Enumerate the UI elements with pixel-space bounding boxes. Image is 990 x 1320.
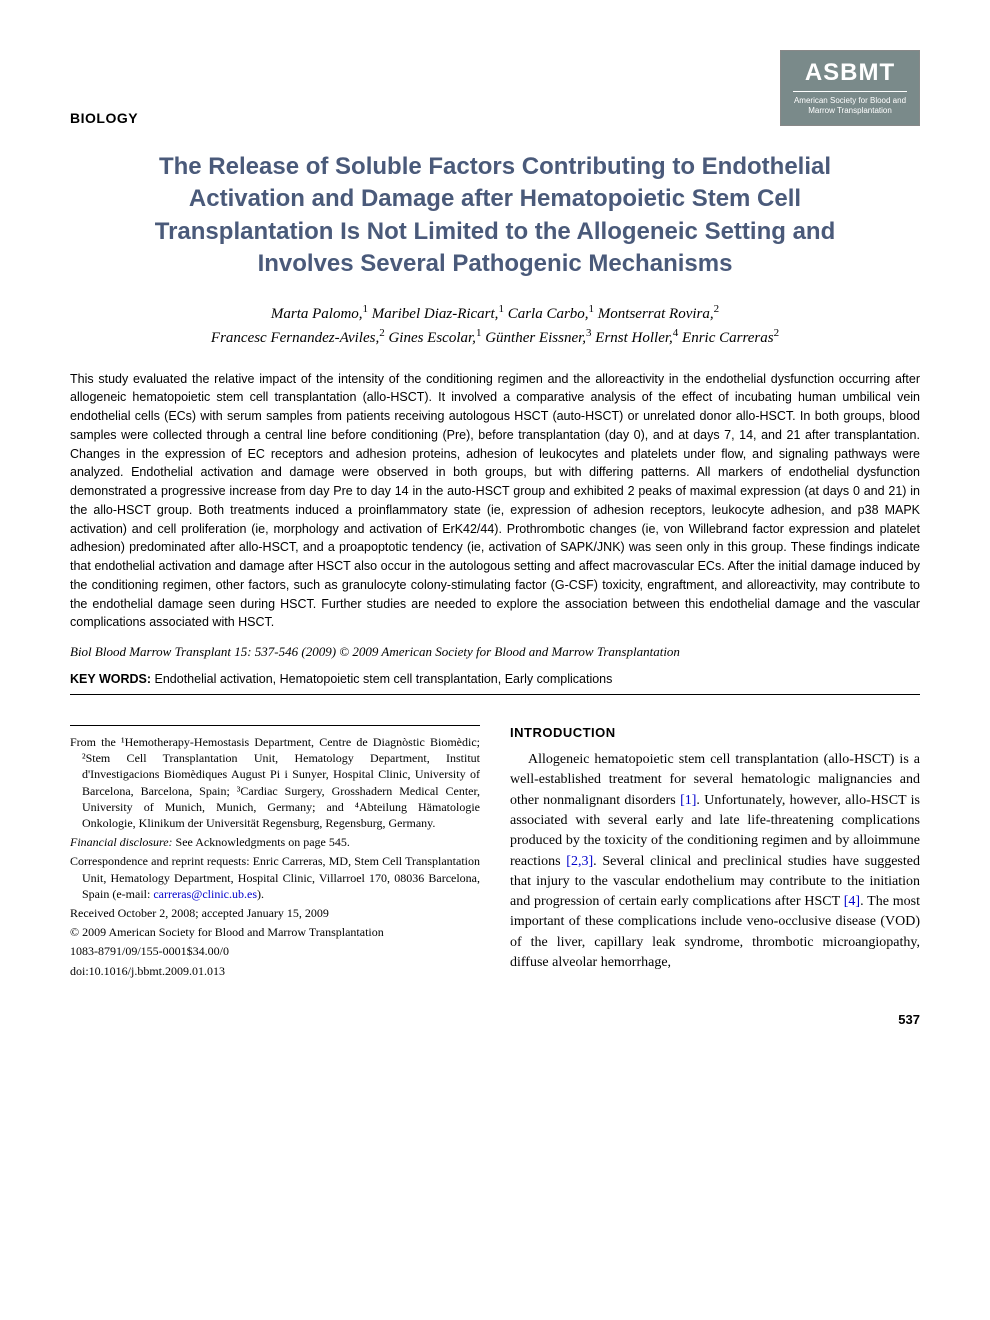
section-label: BIOLOGY: [70, 110, 138, 126]
introduction-heading: INTRODUCTION: [510, 725, 920, 740]
financial-text: See Acknowledgments on page 545.: [173, 835, 350, 849]
keywords-line: KEY WORDS: Endothelial activation, Hemat…: [70, 672, 920, 686]
correspondence-text: Correspondence and reprint requests: Enr…: [70, 854, 480, 900]
received-date: Received October 2, 2008; accepted Janua…: [70, 905, 480, 921]
author-list: Marta Palomo,1 Maribel Diaz-Ricart,1 Car…: [70, 301, 920, 350]
issn-line: 1083-8791/09/155-0001$34.00/0: [70, 943, 480, 959]
logo-subtitle: American Society for Blood and Marrow Tr…: [793, 96, 907, 117]
affiliations-block: From the ¹Hemotherapy-Hemostasis Departm…: [70, 734, 480, 979]
section-divider: [70, 694, 920, 695]
affiliation-from: From the ¹Hemotherapy-Hemostasis Departm…: [70, 734, 480, 831]
copyright-line: © 2009 American Society for Blood and Ma…: [70, 924, 480, 940]
article-title: The Release of Soluble Factors Contribut…: [110, 151, 880, 281]
correspondence-end: ).: [257, 887, 264, 901]
financial-disclosure: Financial disclosure: See Acknowledgment…: [70, 834, 480, 850]
financial-label: Financial disclosure:: [70, 835, 173, 849]
two-column-layout: From the ¹Hemotherapy-Hemostasis Departm…: [70, 725, 920, 982]
correspondence-email[interactable]: carreras@clinic.ub.es: [153, 887, 257, 901]
asbmt-logo: ASBMT American Society for Blood and Mar…: [780, 50, 920, 126]
logo-acronym: ASBMT: [793, 59, 907, 92]
keywords-label: KEY WORDS:: [70, 672, 151, 686]
affiliations-column: From the ¹Hemotherapy-Hemostasis Departm…: [70, 725, 480, 982]
reference-link[interactable]: [2,3]: [566, 854, 593, 869]
page-header: BIOLOGY ASBMT American Society for Blood…: [70, 50, 920, 126]
reference-link[interactable]: [4]: [844, 894, 860, 909]
citation-line: Biol Blood Marrow Transplant 15: 537-546…: [70, 644, 920, 660]
reference-link[interactable]: [1]: [680, 793, 696, 808]
abstract-text: This study evaluated the relative impact…: [70, 370, 920, 633]
page-number: 537: [70, 1012, 920, 1027]
keywords-text: Endothelial activation, Hematopoietic st…: [155, 672, 613, 686]
correspondence-block: Correspondence and reprint requests: Enr…: [70, 853, 480, 902]
doi-line: doi:10.1016/j.bbmt.2009.01.013: [70, 963, 480, 979]
introduction-column: INTRODUCTION Allogeneic hematopoietic st…: [510, 725, 920, 982]
introduction-paragraph: Allogeneic hematopoietic stem cell trans…: [510, 750, 920, 973]
